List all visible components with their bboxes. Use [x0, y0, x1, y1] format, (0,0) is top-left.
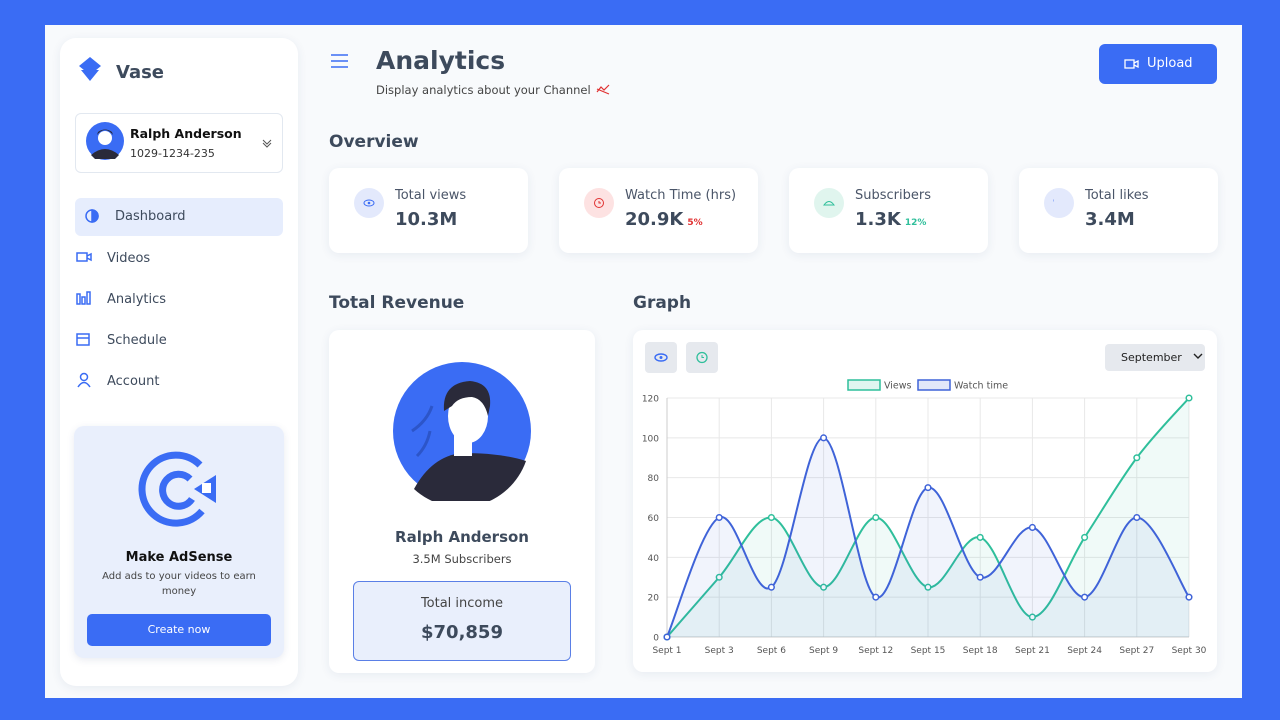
x-tick-label: Sept 15: [911, 646, 946, 656]
stat-value: 20.9K: [625, 209, 684, 230]
series-area: [667, 398, 1189, 637]
point: [663, 633, 671, 641]
create-button[interactable]: Create now: [87, 614, 271, 646]
logo: [79, 57, 101, 81]
y-tick-label: 80: [648, 474, 660, 484]
point: [1081, 533, 1089, 541]
stat-label: Total views: [395, 188, 467, 203]
stat-icons: [363, 198, 1054, 208]
select-arrow: [1193, 353, 1203, 359]
x-tick-label: Sept 21: [1015, 646, 1050, 656]
point: [872, 593, 880, 601]
point: [820, 583, 828, 591]
nav-item[interactable]: Videos: [107, 251, 151, 266]
point: [872, 513, 880, 522]
x-tick-label: Sept 27: [1119, 646, 1154, 656]
series-area: [667, 437, 1189, 637]
stat-change: 12%: [904, 218, 927, 228]
stat-label: Subscribers: [855, 188, 931, 203]
user-id: 1029-1234-235: [130, 147, 215, 160]
promo-icon: [138, 451, 216, 527]
y-tick-label: 60: [648, 514, 660, 524]
point: [767, 583, 775, 591]
x-tick-label: Sept 1: [652, 646, 681, 656]
stat-card: Subscribers 1.3K 12%: [789, 168, 988, 253]
graph-card: [633, 330, 1217, 672]
upload-button[interactable]: Upload: [1099, 44, 1217, 84]
menu-button[interactable]: [330, 53, 350, 69]
x-tick-label: Sept 24: [1067, 646, 1102, 656]
user-avatar: [86, 122, 124, 160]
y-tick-label: 40: [648, 554, 660, 564]
point: [1028, 613, 1036, 621]
x-tick-label: Sept 30: [1172, 646, 1207, 656]
stat-card: Total likes 3.4M: [1019, 168, 1218, 253]
point: [1133, 454, 1141, 462]
stat-card: Total views 10.3M: [329, 168, 528, 253]
stat-card: Watch Time (hrs) 20.9K 5%: [559, 168, 758, 253]
promo-text: Add ads to your videos to earn money: [102, 571, 256, 597]
income-box: [353, 581, 571, 661]
point: [715, 513, 723, 522]
point: [1185, 394, 1193, 402]
line-chart: 0 20 40 60 80 100 120 Sept 1 Sept 3 Sept 6 Sept 9 S…: [642, 379, 1207, 656]
stat-value: 1.3K: [855, 209, 901, 230]
point: [1081, 593, 1089, 601]
toggle-icons: [654, 351, 708, 364]
x-tick-label: Sept 3: [705, 646, 734, 656]
point: [767, 513, 775, 522]
x-tick-label: Sept 18: [963, 646, 998, 656]
profile-name: Ralph Anderson: [395, 528, 529, 546]
x-tick-label: Sept 12: [858, 646, 893, 656]
legend-swatch: [917, 379, 951, 391]
legend-label: Views: [884, 381, 912, 392]
section-title: Total Revenue: [329, 293, 465, 313]
y-tick-label: 20: [648, 594, 660, 604]
promo-title: Make AdSense: [125, 550, 233, 565]
trend-icon: [596, 84, 610, 95]
y-tick-label: 100: [642, 434, 659, 444]
nav-icons: [76, 209, 99, 388]
stat-label: Total likes: [1085, 188, 1149, 203]
profile-illustration: [393, 362, 531, 501]
user-switcher[interactable]: [75, 113, 283, 173]
stat-value: 10.3M: [395, 209, 458, 230]
section-title: Overview: [329, 132, 419, 152]
point: [1185, 593, 1193, 601]
stat-label: Watch Time (hrs): [625, 188, 737, 203]
point: [715, 573, 723, 581]
x-tick-label: Sept 9: [809, 646, 838, 656]
brand: Vase: [116, 62, 165, 83]
nav-item[interactable]: Account: [107, 374, 160, 389]
chevron: [262, 139, 272, 148]
nav-item[interactable]: Analytics: [107, 292, 167, 307]
x-tick-label: Sept 6: [757, 646, 786, 656]
user-name: Ralph Anderson: [130, 126, 242, 141]
page-title: Analytics: [376, 46, 506, 75]
stat-value: 3.4M: [1085, 209, 1135, 230]
section-title: Graph: [633, 293, 692, 313]
month-select[interactable]: September: [1105, 344, 1205, 371]
point: [1028, 523, 1036, 532]
point: [1133, 513, 1141, 522]
income-value: $70,859: [421, 622, 503, 643]
nav-item[interactable]: Dashboard: [75, 198, 283, 236]
nav-item[interactable]: Schedule: [107, 333, 167, 348]
y-tick-label: 120: [642, 395, 659, 405]
series-line: [666, 436, 1190, 638]
legend-swatch: [847, 379, 881, 391]
upload-icon: [1124, 59, 1139, 69]
profile-subscribers: 3.5M Subscribers: [412, 552, 512, 566]
point: [820, 434, 828, 442]
point: [976, 573, 984, 581]
point: [976, 533, 984, 541]
stat-change: 5%: [687, 218, 703, 228]
income-label: Total income: [420, 596, 504, 611]
point: [924, 484, 932, 492]
legend-label: Watch time: [954, 381, 1008, 392]
y-tick-label: 0: [653, 634, 659, 644]
point: [924, 583, 932, 591]
page-subtitle: Display analytics about your Channel: [376, 83, 591, 97]
